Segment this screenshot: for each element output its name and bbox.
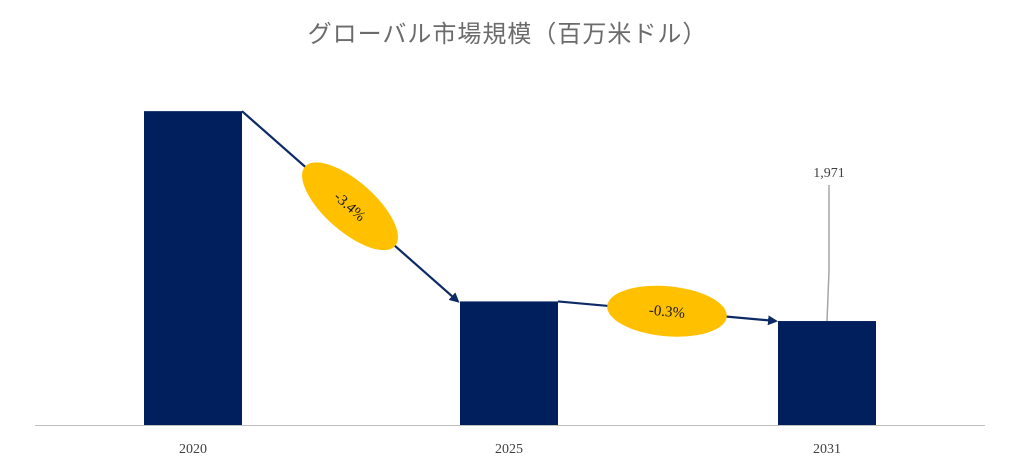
chart-title: グローバル市場規模（百万米ドル） [307, 20, 708, 48]
bar-2031 [778, 321, 876, 425]
growth-label-2: -0.3% [648, 303, 686, 322]
growth-bubble-shape [607, 285, 727, 337]
bar-2020 [144, 111, 242, 426]
value-leader-2031 [826, 185, 830, 322]
bar-2025 [460, 301, 558, 425]
growth-bubble-shape [302, 162, 398, 251]
growth-bubble-2: -0.3% [607, 285, 727, 337]
x-tick-label-2020: 2020 [179, 442, 207, 457]
value-label-2031: 1,971 [813, 166, 845, 181]
growth-bubble-1: -3.4% [302, 162, 398, 251]
x-tick-label-2025: 2025 [495, 442, 523, 457]
x-tick-label-2031: 2031 [813, 442, 841, 457]
